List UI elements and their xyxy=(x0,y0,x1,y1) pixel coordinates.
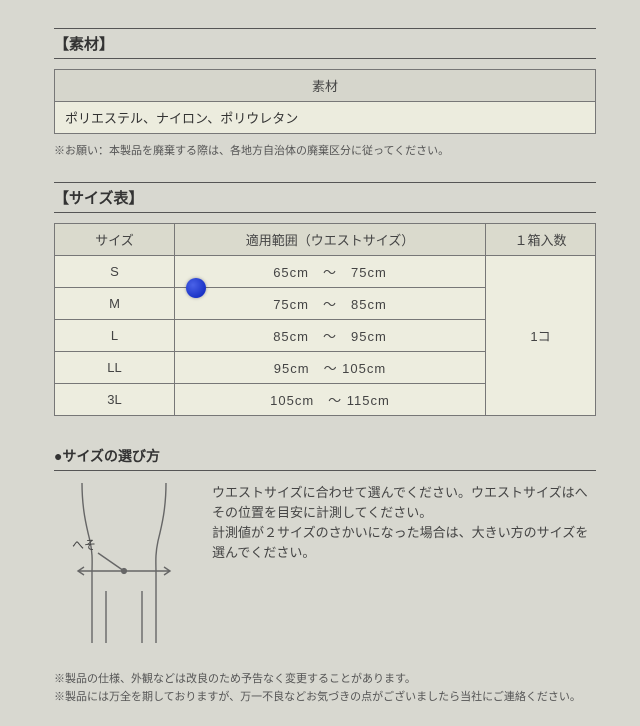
howto-text: ウエストサイズに合わせて選んでください。ウエストサイズはへその位置を目安に計測し… xyxy=(212,483,596,564)
range-cell: 95cm 〜 105cm xyxy=(175,352,486,384)
document-page: 【素材】 素材 ポリエステル、ナイロン、ポリウレタン ※お願い：本製品を廃棄する… xyxy=(0,0,640,726)
torso-diagram: へそ xyxy=(54,483,194,643)
material-value: ポリエステル、ナイロン、ポリウレタン xyxy=(55,102,596,134)
qty-cell: 1コ xyxy=(486,256,596,416)
size-table-header-row: サイズ 適用範囲（ウエストサイズ） １箱入数 xyxy=(55,224,596,256)
footnote-1: ※製品の仕様、外観などは改良のため予告なく変更することがあります。 xyxy=(54,671,596,689)
range-cell: 85cm 〜 95cm xyxy=(175,320,486,352)
footnotes: ※製品の仕様、外観などは改良のため予告なく変更することがあります。 ※製品には万… xyxy=(54,671,596,706)
size-cell: M xyxy=(55,288,175,320)
navel-label: へそ xyxy=(72,538,96,552)
material-table: 素材 ポリエステル、ナイロン、ポリウレタン xyxy=(54,69,596,134)
size-cell: S xyxy=(55,256,175,288)
range-col-header: 適用範囲（ウエストサイズ） xyxy=(175,224,486,256)
size-cell: L xyxy=(55,320,175,352)
footnote-2: ※製品には万全を期しておりますが、万一不良などお気づきの点がございましたら当社に… xyxy=(54,689,596,707)
range-cell: 65cm 〜 75cm xyxy=(175,256,486,288)
size-col-header: サイズ xyxy=(55,224,175,256)
material-header-label: 【素材】 xyxy=(54,36,114,53)
howto-section: へそ ウエストサイズに合わせて選んでください。ウエストサイズはへその位置を目安に… xyxy=(54,483,596,643)
size-cell: LL xyxy=(55,352,175,384)
table-row: S 65cm 〜 75cm 1コ xyxy=(55,256,596,288)
howto-line1: ウエストサイズに合わせて選んでください。ウエストサイズはへその位置を目安に計測し… xyxy=(212,483,596,523)
torso-svg: へそ xyxy=(54,483,194,643)
howto-title: ●サイズの選び方 xyxy=(54,446,596,471)
howto-line2: 計測値が２サイズのさかいになった場合は、大きい方のサイズを選んでください。 xyxy=(212,523,596,563)
range-cell: 105cm 〜 115cm xyxy=(175,384,486,416)
material-col-header: 素材 xyxy=(55,70,596,102)
material-header-bar: 【素材】 xyxy=(54,28,596,59)
size-cell: 3L xyxy=(55,384,175,416)
material-disposal-note: ※お願い：本製品を廃棄する際は、各地方自治体の廃棄区分に従ってください。 xyxy=(54,142,596,158)
size-table: サイズ 適用範囲（ウエストサイズ） １箱入数 S 65cm 〜 75cm 1コ … xyxy=(54,223,596,416)
range-cell: 75cm 〜 85cm xyxy=(175,288,486,320)
size-header-bar: 【サイズ表】 xyxy=(54,182,596,213)
size-header-label: 【サイズ表】 xyxy=(54,190,144,207)
qty-col-header: １箱入数 xyxy=(486,224,596,256)
